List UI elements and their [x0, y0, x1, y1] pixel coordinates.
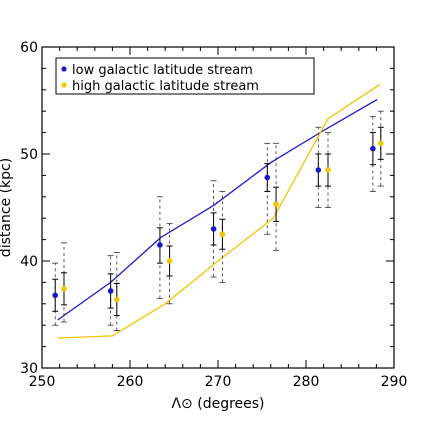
- data-point: [264, 174, 271, 181]
- x-axis-label: Λ⊙ (degrees): [171, 396, 264, 412]
- x-tick-label: 280: [293, 374, 320, 390]
- data-point: [315, 167, 322, 173]
- y-tick-label: 40: [20, 254, 38, 270]
- x-tick-label: 250: [29, 374, 56, 390]
- series-0: [52, 98, 378, 326]
- series-line-1: [57, 83, 381, 339]
- series-1: [57, 83, 384, 339]
- x-tick-label: 290: [381, 374, 408, 390]
- axis-ticks: 250 260 270 280 290 30 40 50 60: [20, 40, 407, 390]
- data-point: [370, 145, 376, 152]
- data-point: [52, 292, 58, 299]
- x-tick-label: 270: [205, 374, 232, 390]
- data-point: [107, 288, 114, 294]
- y-tick-label: 30: [20, 361, 38, 377]
- data-point: [157, 242, 163, 248]
- plot-frame: [41, 46, 395, 369]
- y-tick-label: 60: [20, 40, 38, 56]
- y-tick-label: 50: [20, 147, 38, 163]
- data-point: [166, 258, 173, 264]
- x-tick-label: 260: [117, 374, 144, 390]
- y-axis-label: distance (kpc): [0, 158, 14, 257]
- legend-marker-low: [61, 66, 67, 72]
- legend-entry-low: low galactic latitude stream: [72, 63, 253, 78]
- data-point: [273, 201, 279, 208]
- data-point: [219, 231, 226, 238]
- data-point: [61, 286, 67, 292]
- data-point: [378, 140, 384, 147]
- data-point: [325, 167, 331, 173]
- data-point: [210, 226, 217, 232]
- legend: low galactic latitude stream high galact…: [55, 57, 315, 95]
- data-point: [114, 296, 120, 303]
- legend-box: [55, 57, 315, 95]
- legend-marker-high: [61, 82, 67, 88]
- legend-entry-high: high galactic latitude stream: [72, 79, 259, 94]
- plot-marks: [52, 83, 384, 339]
